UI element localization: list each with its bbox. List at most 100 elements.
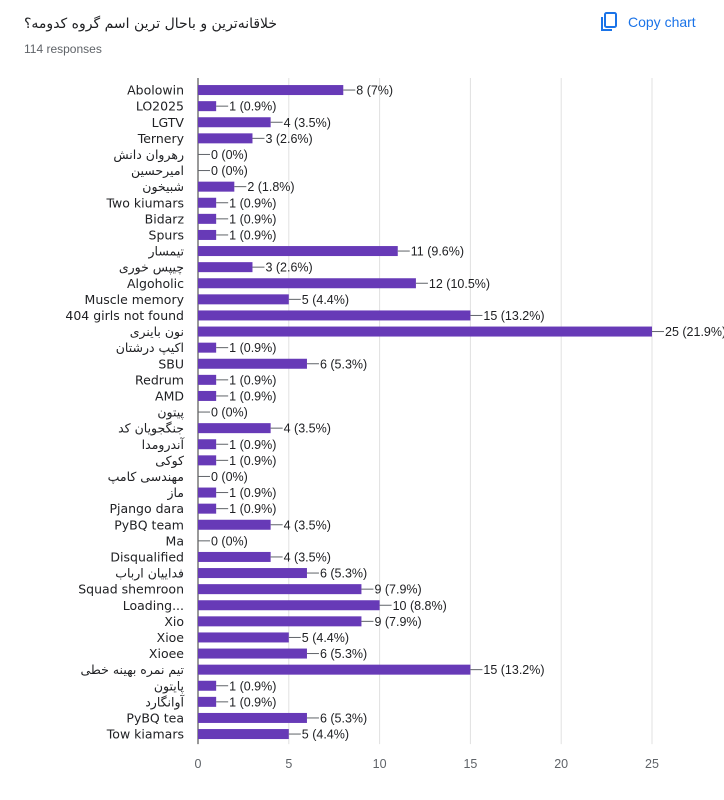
bar (198, 117, 271, 128)
data-label: 1 (0.9%) (229, 486, 276, 500)
category-label: Ma (166, 533, 184, 548)
data-label: 0 (0%) (211, 470, 248, 484)
bar (198, 229, 217, 240)
data-label: 4 (3.5%) (284, 422, 331, 436)
x-tick-label: 10 (373, 757, 387, 771)
category-label: Xioee (149, 646, 184, 661)
category-label: 404 girls not found (65, 308, 184, 323)
category-label: تیم نمره بهینه خطی (80, 662, 184, 678)
bar-chart: Abolowin 8 (7%) LO2025 1 (0.9%) LGTV 4 (3.5%)… (65, 78, 724, 771)
category-label: شبیخون (142, 179, 184, 195)
category-label: Xioe (157, 630, 185, 645)
data-label: 1 (0.9%) (229, 389, 276, 403)
category-label: Bidarz (145, 211, 185, 226)
data-label: 11 (9.6%) (411, 245, 464, 259)
category-label: Abolowin (127, 83, 184, 98)
data-label: 25 (21.9%) (665, 325, 724, 339)
category-label: Tow kiamars (106, 727, 184, 742)
data-label: 1 (0.9%) (229, 502, 276, 516)
data-label: 2 (1.8%) (247, 180, 294, 194)
bar (198, 680, 217, 691)
data-label: 1 (0.9%) (229, 228, 276, 242)
category-label: Squad shemroon (78, 582, 184, 597)
bar (198, 246, 398, 257)
data-label: 5 (4.4%) (302, 293, 349, 307)
bar (198, 326, 652, 337)
category-label: نون باینری (130, 324, 184, 340)
category-label: آندرومدا (142, 437, 185, 453)
data-label: 1 (0.9%) (229, 454, 276, 468)
data-label: 9 (7.9%) (374, 615, 421, 629)
data-label: 6 (5.3%) (320, 567, 367, 581)
category-label: AMD (155, 388, 184, 403)
data-label: 0 (0%) (211, 406, 248, 420)
data-label: 12 (10.5%) (429, 277, 490, 291)
bar (198, 648, 307, 659)
category-label: LGTV (152, 115, 185, 130)
category-label: آوانگارد (145, 694, 184, 710)
bar (198, 423, 271, 434)
bar (198, 390, 217, 401)
category-label: SBU (158, 356, 184, 371)
category-label: کوکی (155, 453, 184, 469)
bar (198, 213, 217, 224)
bar (198, 551, 271, 562)
data-label: 5 (4.4%) (302, 728, 349, 742)
bar (198, 600, 380, 611)
data-label: 1 (0.9%) (229, 695, 276, 709)
bar (198, 487, 217, 498)
category-label: چیپس خوری (119, 260, 184, 276)
category-label: Two kiumars (105, 195, 184, 210)
data-label: 15 (13.2%) (483, 663, 544, 677)
category-label: Algoholic (127, 276, 184, 291)
bar (198, 568, 307, 579)
bar (198, 439, 217, 450)
copy-chart-button[interactable]: Copy chart (598, 8, 696, 36)
data-label: 0 (0%) (211, 148, 248, 162)
data-label: 8 (7%) (356, 84, 393, 98)
data-label: 4 (3.5%) (284, 116, 331, 130)
bar (198, 729, 289, 740)
bar (198, 696, 217, 707)
bar (198, 197, 217, 208)
category-label: Loading... (123, 598, 184, 613)
x-tick-label: 5 (285, 757, 292, 771)
category-label: Spurs (149, 227, 184, 242)
data-label: 1 (0.9%) (229, 341, 276, 355)
data-label: 10 (8.8%) (393, 599, 447, 613)
bar (198, 664, 471, 675)
category-label: Xio (164, 614, 184, 629)
category-label: LO2025 (136, 99, 184, 114)
category-label: Redrum (135, 372, 184, 387)
category-label: فداییان ارباب (115, 566, 184, 582)
bar (198, 358, 307, 369)
category-label: Pjango dara (109, 501, 184, 516)
category-label: امیرحسین (131, 163, 184, 179)
category-label: مهندسی کامپ (108, 469, 184, 485)
bar (198, 294, 289, 305)
bar (198, 181, 235, 192)
bar (198, 632, 289, 643)
copy-icon (598, 11, 620, 33)
bar (198, 374, 217, 385)
bar (198, 584, 362, 595)
response-count: 114 responses (24, 42, 102, 56)
category-label: اکیپ درشتان (116, 340, 184, 356)
category-label: رهروان دانش (113, 147, 184, 163)
x-tick-label: 0 (195, 757, 202, 771)
question-title: خلاقانه‌ترین و باحال ترین اسم گروه کدومه… (24, 16, 278, 32)
bar (198, 310, 471, 321)
data-label: 5 (4.4%) (302, 631, 349, 645)
data-label: 15 (13.2%) (483, 309, 544, 323)
category-label: PyBQ tea (126, 710, 184, 725)
data-label: 1 (0.9%) (229, 100, 276, 114)
x-tick-label: 20 (554, 757, 568, 771)
bar (198, 101, 217, 112)
x-tick-label: 15 (463, 757, 477, 771)
category-label: ماز (166, 485, 184, 501)
data-label: 6 (5.3%) (320, 357, 367, 371)
data-label: 1 (0.9%) (229, 438, 276, 452)
data-label: 1 (0.9%) (229, 212, 276, 226)
category-label: Muscle memory (85, 292, 185, 307)
category-label: پایتون (154, 678, 185, 694)
